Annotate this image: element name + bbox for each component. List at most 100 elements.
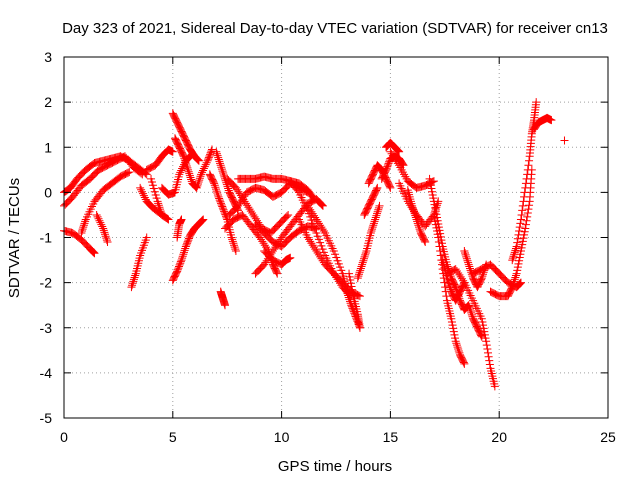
data-point xyxy=(515,253,524,262)
data-point xyxy=(207,145,216,154)
data-point xyxy=(510,277,519,286)
data-point xyxy=(128,281,137,290)
data-point xyxy=(516,278,525,287)
data-point xyxy=(175,260,184,269)
data-point xyxy=(354,272,363,281)
series-aj xyxy=(395,179,443,231)
data-point xyxy=(209,178,218,187)
data-point xyxy=(210,181,219,190)
series-r xyxy=(221,210,282,278)
data-point xyxy=(519,234,528,243)
data-point xyxy=(210,179,219,188)
data-point xyxy=(175,262,184,271)
data-point xyxy=(176,257,185,266)
data-point xyxy=(375,201,384,210)
data-point xyxy=(182,240,191,249)
data-point xyxy=(77,228,86,237)
data-point xyxy=(331,250,340,259)
data-point xyxy=(377,165,386,174)
data-point xyxy=(508,281,517,290)
data-point xyxy=(309,222,318,231)
data-point xyxy=(384,159,393,168)
data-point xyxy=(211,183,220,192)
data-point xyxy=(193,179,202,188)
data-point xyxy=(213,189,222,198)
data-point xyxy=(416,227,425,236)
data-point xyxy=(96,218,105,227)
data-point xyxy=(139,191,148,200)
data-point xyxy=(355,270,364,279)
data-point xyxy=(368,225,377,234)
data-point xyxy=(523,212,532,221)
data-point xyxy=(229,239,238,248)
data-point xyxy=(329,247,338,256)
data-point xyxy=(318,200,327,209)
data-point xyxy=(525,201,534,210)
y-tick-label: -5 xyxy=(40,410,53,426)
data-point xyxy=(149,184,158,193)
data-point xyxy=(462,252,471,261)
data-point xyxy=(100,228,109,237)
data-point xyxy=(293,186,302,195)
data-point xyxy=(415,225,424,234)
data-point xyxy=(80,219,89,228)
data-point xyxy=(337,266,346,275)
data-point xyxy=(481,334,490,343)
data-point xyxy=(201,160,210,169)
data-point xyxy=(518,201,527,210)
data-point xyxy=(142,233,151,242)
data-point xyxy=(454,345,463,354)
data-point xyxy=(433,230,442,239)
data-point xyxy=(194,178,203,187)
x-tick-label: 0 xyxy=(60,429,68,445)
data-point xyxy=(138,187,147,196)
data-point xyxy=(359,254,368,263)
data-point xyxy=(157,210,166,219)
data-point xyxy=(509,279,518,288)
data-point xyxy=(478,317,487,326)
data-point xyxy=(177,256,186,265)
y-tick-label: -3 xyxy=(40,320,53,336)
data-point xyxy=(183,237,192,246)
data-point xyxy=(393,159,402,168)
series-m xyxy=(173,215,186,242)
data-point xyxy=(521,183,530,192)
data-point xyxy=(355,323,364,332)
data-point xyxy=(101,232,110,241)
data-point xyxy=(81,217,90,226)
data-point xyxy=(316,238,325,247)
data-point xyxy=(366,228,375,237)
data-point xyxy=(479,324,488,333)
data-point xyxy=(224,186,233,195)
data-point xyxy=(182,160,191,169)
data-point xyxy=(373,207,382,216)
data-point xyxy=(79,221,88,230)
data-point xyxy=(446,283,455,292)
data-point xyxy=(485,356,494,365)
data-point xyxy=(425,174,434,183)
data-point xyxy=(516,219,525,228)
data-point xyxy=(547,116,556,125)
data-point xyxy=(176,168,185,177)
data-point xyxy=(151,190,160,199)
data-point xyxy=(213,190,222,199)
series-i xyxy=(147,174,166,219)
data-point xyxy=(336,263,345,272)
data-point xyxy=(522,216,531,225)
series-d xyxy=(77,168,134,237)
data-point xyxy=(429,210,438,219)
data-point xyxy=(147,178,156,187)
data-point xyxy=(483,345,492,354)
data-point xyxy=(477,274,486,283)
data-point xyxy=(512,242,521,251)
data-point xyxy=(181,244,190,253)
data-point xyxy=(450,330,459,339)
series-p xyxy=(216,287,230,310)
data-point xyxy=(200,162,209,171)
data-point xyxy=(217,165,226,174)
data-point xyxy=(101,230,110,239)
data-point xyxy=(215,157,224,166)
data-point xyxy=(176,259,185,268)
data-point xyxy=(449,324,458,333)
